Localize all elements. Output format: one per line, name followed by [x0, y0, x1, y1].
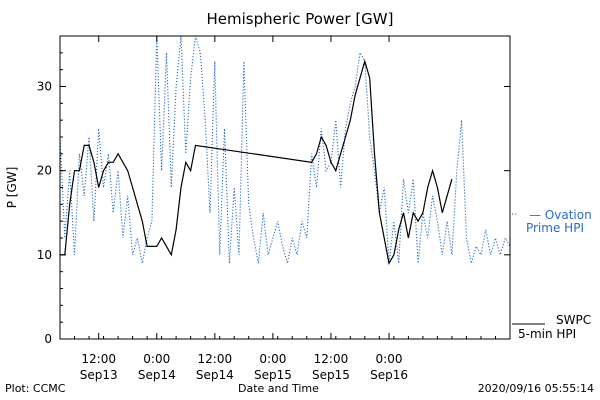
- x-axis-label: Date and Time: [238, 382, 319, 395]
- x-tick-label-time: 0:00: [143, 352, 170, 366]
- plot-frame: [59, 35, 511, 340]
- x-tick-label-date: Sep14: [138, 368, 176, 382]
- x-tick-label-time: 12:00: [198, 352, 233, 366]
- plot-timestamp: 2020/09/16 05:55:14: [477, 382, 594, 395]
- x-tick-label-time: 0:00: [376, 352, 403, 366]
- plot-credit: Plot: CCMC: [5, 382, 66, 395]
- y-tick-label: 20: [37, 164, 52, 178]
- x-tick-label-date: Sep14: [196, 368, 234, 382]
- x-tick-label-time: 0:00: [259, 352, 286, 366]
- y-tick-label: 30: [37, 80, 52, 94]
- x-tick-label-date: Sep13: [80, 368, 118, 382]
- y-tick-label: 0: [44, 332, 52, 346]
- x-tick-label-time: 12:00: [81, 352, 116, 366]
- legend-swpc-label: SWPC: [556, 313, 591, 327]
- swpc-series-line: [60, 59, 453, 266]
- x-tick-label-date: Sep15: [254, 368, 292, 382]
- x-tick-label-date: Sep16: [370, 368, 408, 382]
- x-tick-label-time: 12:00: [314, 352, 349, 366]
- y-axis-label: P [GW]: [5, 167, 19, 209]
- x-tick-label-date: Sep15: [312, 368, 350, 382]
- chart-title: Hemispheric Power [GW]: [206, 10, 394, 28]
- ovation-series-line: [59, 35, 511, 264]
- y-tick-label: 10: [37, 248, 52, 262]
- legend-ovation-label: — Ovation: [529, 208, 592, 222]
- legend-swpc-label-2: 5-min HPI: [518, 327, 576, 341]
- legend-ovation-label-2: Prime HPI: [526, 221, 584, 235]
